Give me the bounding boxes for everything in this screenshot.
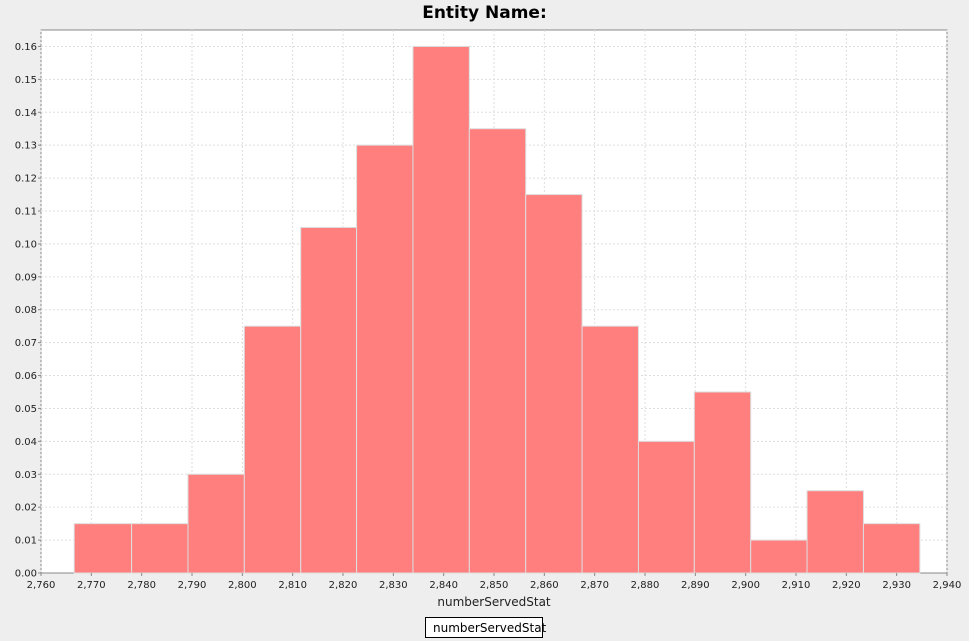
x-tick-label: 2,760 xyxy=(27,580,56,591)
x-tick-label: 2,810 xyxy=(278,580,307,591)
y-tick-label: 0.10 xyxy=(15,239,37,250)
histogram-bar xyxy=(131,523,189,574)
y-tick-label: 0.04 xyxy=(15,437,37,448)
y-tick-label: 0.16 xyxy=(15,42,37,53)
y-tick-label: 0.13 xyxy=(15,141,37,152)
x-tick-label: 2,830 xyxy=(379,580,408,591)
y-tick-label: 0.08 xyxy=(15,305,37,316)
x-tick-label: 2,770 xyxy=(77,580,106,591)
histogram-bar xyxy=(581,325,639,574)
x-tick-label: 2,840 xyxy=(429,580,458,591)
histogram-bar xyxy=(187,473,245,574)
x-tick-label: 2,890 xyxy=(681,580,710,591)
y-tick-label: 0.15 xyxy=(15,75,37,86)
x-axis-label: numberServedStat xyxy=(437,595,551,609)
y-tick-label: 0.00 xyxy=(15,569,37,580)
x-tick-label: 2,820 xyxy=(329,580,358,591)
x-tick-label: 2,860 xyxy=(530,580,559,591)
x-tick-label: 2,850 xyxy=(480,580,509,591)
y-tick-label: 0.01 xyxy=(15,536,37,547)
legend: numberServedStat xyxy=(425,617,547,638)
histogram-bars xyxy=(73,45,921,574)
x-tick-label: 2,800 xyxy=(228,580,257,591)
y-tick-label: 0.03 xyxy=(15,470,37,481)
y-tick-label: 0.09 xyxy=(15,272,37,283)
histogram-bar xyxy=(468,128,527,574)
x-tick-label: 2,930 xyxy=(882,580,911,591)
axes: 0.00 0.01 0.02 0.03 0.04 0.05 0.06 0.07 0.08 0.09… xyxy=(15,42,962,591)
chart-title: Entity Name: xyxy=(422,3,547,23)
y-tick-label: 0.05 xyxy=(15,404,37,415)
x-tick-label: 2,780 xyxy=(127,580,156,591)
legend-label: numberServedStat xyxy=(433,620,547,635)
x-tick-label: 2,940 xyxy=(933,580,962,591)
y-tick-label: 0.02 xyxy=(15,503,37,514)
y-tick-label: 0.06 xyxy=(15,371,37,382)
histogram-bar xyxy=(412,45,470,574)
histogram-bar xyxy=(243,325,302,574)
x-tick-label: 2,900 xyxy=(731,580,760,591)
histogram-bar xyxy=(862,523,921,574)
histogram-bar xyxy=(806,490,864,574)
y-tick-label: 0.12 xyxy=(15,174,37,185)
histogram-bar xyxy=(300,226,358,574)
histogram-bar xyxy=(525,194,583,574)
x-tick-label: 2,880 xyxy=(631,580,660,591)
x-tick-label: 2,870 xyxy=(580,580,609,591)
histogram-bar xyxy=(693,391,752,574)
x-tick-label: 2,920 xyxy=(832,580,861,591)
x-tick-label: 2,790 xyxy=(178,580,207,591)
histogram-bar xyxy=(356,144,414,574)
y-tick-label: 0.11 xyxy=(15,207,37,218)
y-tick-label: 0.14 xyxy=(15,108,37,119)
histogram-bar xyxy=(750,539,808,574)
histogram-bar xyxy=(73,523,133,574)
histogram-bar xyxy=(637,440,695,574)
y-tick-label: 0.07 xyxy=(15,338,37,349)
x-tick-label: 2,910 xyxy=(782,580,811,591)
